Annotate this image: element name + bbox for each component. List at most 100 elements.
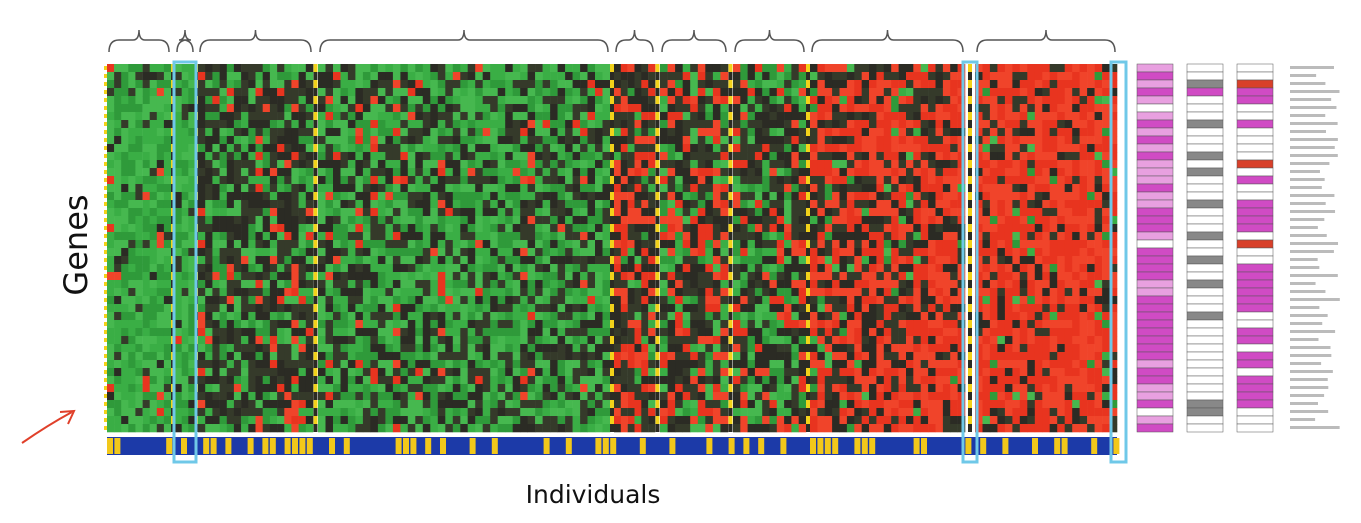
heatmap-cell xyxy=(602,128,611,137)
heatmap-cell xyxy=(248,184,256,193)
heatmap-cell xyxy=(740,384,748,393)
separator-cell xyxy=(610,184,614,192)
heatmap-cell xyxy=(156,184,165,193)
heatmap-cell xyxy=(219,400,228,409)
heatmap-cell xyxy=(675,416,683,425)
heatmap-cell xyxy=(602,80,611,89)
heatmap-cell xyxy=(121,72,129,81)
heatmap-cell xyxy=(219,360,228,369)
heatmap-cell xyxy=(107,160,115,169)
heatmap-cell xyxy=(347,408,356,417)
heatmap-cell xyxy=(430,72,439,81)
heatmap-cell xyxy=(854,336,862,345)
heatmap-cell xyxy=(660,352,668,361)
heatmap-cell xyxy=(318,80,326,89)
heatmap-cell xyxy=(490,112,498,121)
heatmap-cell xyxy=(149,304,158,313)
heatmap-cell xyxy=(769,352,778,361)
heatmap-cell xyxy=(107,336,115,345)
heatmap-cell xyxy=(212,128,220,137)
heatmap-cell xyxy=(620,248,628,257)
heatmap-cell xyxy=(156,224,165,233)
heatmap-cell xyxy=(114,72,122,81)
heatmap-cell xyxy=(400,120,409,129)
heatmap-cell xyxy=(497,304,506,313)
heatmap-cell xyxy=(482,136,491,145)
heatmap-cell xyxy=(219,248,228,257)
heatmap-cell xyxy=(620,120,628,129)
heatmap-cell xyxy=(482,120,491,129)
heatmap-cell xyxy=(298,296,307,305)
heatmap-cell xyxy=(142,64,150,73)
heatmap-cell xyxy=(355,80,364,89)
heatmap-cell xyxy=(219,152,228,161)
heatmap-cell xyxy=(188,200,196,209)
heatmap-cell xyxy=(128,112,136,121)
heatmap-cell xyxy=(212,368,220,377)
heatmap-cell xyxy=(188,344,196,353)
heatmap-cell xyxy=(791,192,799,201)
heatmap-cell xyxy=(565,248,573,257)
heatmap-cell xyxy=(720,232,729,241)
separator-cell xyxy=(806,232,810,240)
heatmap-cell xyxy=(163,200,172,209)
heatmap-cell xyxy=(205,120,213,129)
heatmap-cell xyxy=(520,352,528,361)
heatmap-cell xyxy=(107,424,115,433)
heatmap-cell xyxy=(769,136,778,145)
heatmap-cell xyxy=(422,376,431,385)
heatmap-cell xyxy=(407,104,416,113)
heatmap-cell xyxy=(188,312,196,321)
heatmap-cell xyxy=(776,168,785,177)
heatmap-cell xyxy=(219,328,228,337)
heatmap-cell xyxy=(347,296,356,305)
heatmap-cell xyxy=(550,128,558,137)
heatmap-cell xyxy=(740,232,748,241)
heatmap-cell xyxy=(754,232,763,241)
heatmap-cell xyxy=(400,264,409,273)
heatmap-cell xyxy=(355,232,364,241)
heatmap-cell xyxy=(255,320,263,329)
heatmap-cell xyxy=(362,280,371,289)
heatmap-cell xyxy=(142,120,150,129)
heatmap-cell xyxy=(854,160,862,169)
heatmap-cell xyxy=(490,352,498,361)
heatmap-cell xyxy=(400,296,409,305)
separator-cell xyxy=(655,160,660,168)
heatmap-cell xyxy=(107,136,115,145)
heatmap-cell xyxy=(733,272,741,281)
heatmap-cell xyxy=(219,288,228,297)
heatmap-cell xyxy=(769,240,778,249)
heatmap-cell xyxy=(648,304,656,313)
heatmap-cell xyxy=(415,88,424,97)
heatmap-cell xyxy=(660,104,668,113)
heatmap-cell xyxy=(277,304,285,313)
heatmap-cell xyxy=(262,208,271,217)
heatmap-cell xyxy=(291,360,299,369)
heatmap-cell xyxy=(284,312,292,321)
heatmap-cell xyxy=(445,80,454,89)
heatmap-cell xyxy=(415,104,424,113)
heatmap-cell xyxy=(377,376,386,385)
heatmap-cell xyxy=(747,256,756,265)
heatmap-cell xyxy=(740,376,748,385)
heatmap-cell xyxy=(580,304,588,313)
heatmap-cell xyxy=(269,208,278,217)
heatmap-cell xyxy=(832,176,840,185)
heatmap-cell xyxy=(675,400,683,409)
heatmap-cell xyxy=(362,424,371,433)
heatmap-cell xyxy=(205,160,213,169)
heatmap-cell xyxy=(754,328,763,337)
heatmap-cell xyxy=(107,392,115,401)
heatmap-cell xyxy=(305,304,314,313)
heatmap-cell xyxy=(475,88,483,97)
heatmap-cell xyxy=(740,296,748,305)
heatmap-cell xyxy=(810,424,818,433)
heatmap-cell xyxy=(667,376,676,385)
heatmap-cell xyxy=(733,168,741,177)
heatmap-cell xyxy=(445,104,454,113)
heatmap-cell xyxy=(362,112,371,121)
heatmap-cell xyxy=(422,336,431,345)
heatmap-cell xyxy=(415,312,424,321)
heatmap-cell xyxy=(269,200,278,209)
